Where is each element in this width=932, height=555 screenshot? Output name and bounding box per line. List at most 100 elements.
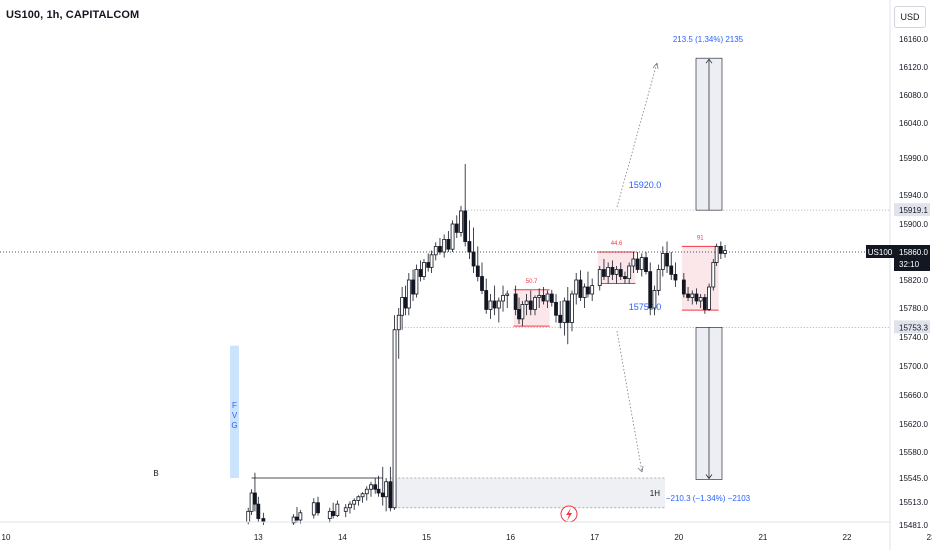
candle-bearish xyxy=(528,290,533,316)
candle-body xyxy=(400,297,405,316)
symbol-box xyxy=(866,245,894,258)
projection-label-up: 213.5 (1.34%) 2135 xyxy=(673,35,744,44)
candle-bearish xyxy=(610,260,615,280)
projection-arrow-up xyxy=(616,62,658,208)
candle-bearish xyxy=(558,301,563,329)
currency-button[interactable]: USD xyxy=(894,6,926,28)
candle-body xyxy=(488,300,493,310)
candle-body xyxy=(533,297,537,310)
candle-bearish xyxy=(475,246,480,282)
candle-body xyxy=(454,223,459,233)
candle-body xyxy=(414,269,419,295)
current-price-box xyxy=(894,245,930,271)
price-tick-label: 15620.0 xyxy=(899,420,928,429)
candle-bullish xyxy=(360,492,365,503)
candle-body xyxy=(496,300,501,309)
candle-body xyxy=(396,314,401,331)
candle-bullish xyxy=(590,278,595,301)
candle-body xyxy=(246,510,251,523)
candle-body xyxy=(610,266,615,275)
candle-body xyxy=(606,266,611,277)
candle-body xyxy=(698,297,703,302)
candle-bullish xyxy=(652,285,657,316)
candle-body xyxy=(475,265,480,277)
candle-bearish xyxy=(256,496,261,523)
projection-arrow-down xyxy=(616,330,643,473)
candle-bearish xyxy=(253,472,257,512)
candle-bearish xyxy=(694,288,699,305)
candle-bearish xyxy=(669,252,674,280)
price-tick-label: 16040.0 xyxy=(899,119,928,128)
level-price-box xyxy=(894,203,930,217)
candle-body xyxy=(562,300,567,323)
current-price-label: 15860.0 xyxy=(899,248,928,257)
candle-bullish xyxy=(574,273,579,305)
candle-body xyxy=(652,290,657,309)
candle-bullish xyxy=(614,266,619,284)
candle-bullish xyxy=(501,285,505,312)
time-tick-label: 23 xyxy=(927,533,932,542)
projection-arrow-up-head xyxy=(652,62,659,70)
candle-body xyxy=(484,290,489,310)
candle-bearish xyxy=(467,220,472,259)
candle-body xyxy=(537,294,542,298)
candle-bullish xyxy=(311,498,316,519)
lightning-icon-bolt xyxy=(566,508,572,521)
candle-bullish xyxy=(459,205,463,237)
candle-bullish xyxy=(450,220,455,252)
candle-body xyxy=(586,286,590,295)
lightning-icon xyxy=(560,505,578,523)
candle-body xyxy=(411,279,415,295)
candle-bullish xyxy=(414,264,419,298)
candle-bearish xyxy=(331,502,336,519)
candle-bullish xyxy=(707,283,711,311)
candle-bearish xyxy=(471,227,476,273)
candle-bearish xyxy=(373,478,378,494)
projection-measure-down-head xyxy=(705,474,713,480)
candle-body xyxy=(505,293,510,296)
candle-body xyxy=(707,286,711,310)
candle-body xyxy=(524,300,529,305)
candle-body xyxy=(364,488,369,495)
price-tick-label: 15740.0 xyxy=(899,333,928,342)
candle-body xyxy=(369,484,373,490)
candle-bullish xyxy=(488,294,493,319)
candle-bearish xyxy=(480,262,484,294)
candle-bullish xyxy=(631,252,636,273)
candle-bearish xyxy=(541,287,546,305)
candle-bullish xyxy=(335,500,340,518)
candle-body xyxy=(545,293,550,302)
candle-bullish xyxy=(520,301,525,327)
candle-body xyxy=(574,279,579,295)
candle-bullish xyxy=(352,498,357,510)
candle-body xyxy=(669,265,674,275)
projection-arrow-down-head xyxy=(637,465,644,473)
candle-bearish xyxy=(261,512,266,525)
candle-body xyxy=(480,276,484,291)
candle-body xyxy=(635,258,640,270)
candle-body xyxy=(590,285,595,295)
time-tick-label: 13 xyxy=(254,533,263,542)
candle-bearish xyxy=(702,294,707,314)
candle-bullish xyxy=(442,234,447,258)
candle-bullish xyxy=(660,246,665,277)
candle-body xyxy=(614,269,619,275)
candle-body xyxy=(718,245,723,254)
consolidation-box-label: 44.6 xyxy=(611,241,623,247)
consolidation-box-label: 50.7 xyxy=(526,279,538,285)
candle-bullish xyxy=(364,486,369,501)
candle-bullish xyxy=(533,295,537,316)
candle-bullish xyxy=(396,308,401,359)
candle-body xyxy=(311,502,316,516)
candle-bullish xyxy=(711,259,716,291)
price-tick-label: 15545.0 xyxy=(899,474,928,483)
candle-body xyxy=(686,293,690,298)
liquidity-zone xyxy=(390,478,665,508)
candle-bearish xyxy=(454,215,459,238)
candle-body xyxy=(352,500,357,505)
candle-bearish xyxy=(635,252,640,273)
candle-body xyxy=(295,516,299,521)
candle-bearish xyxy=(446,231,451,252)
candle-body xyxy=(429,254,434,268)
